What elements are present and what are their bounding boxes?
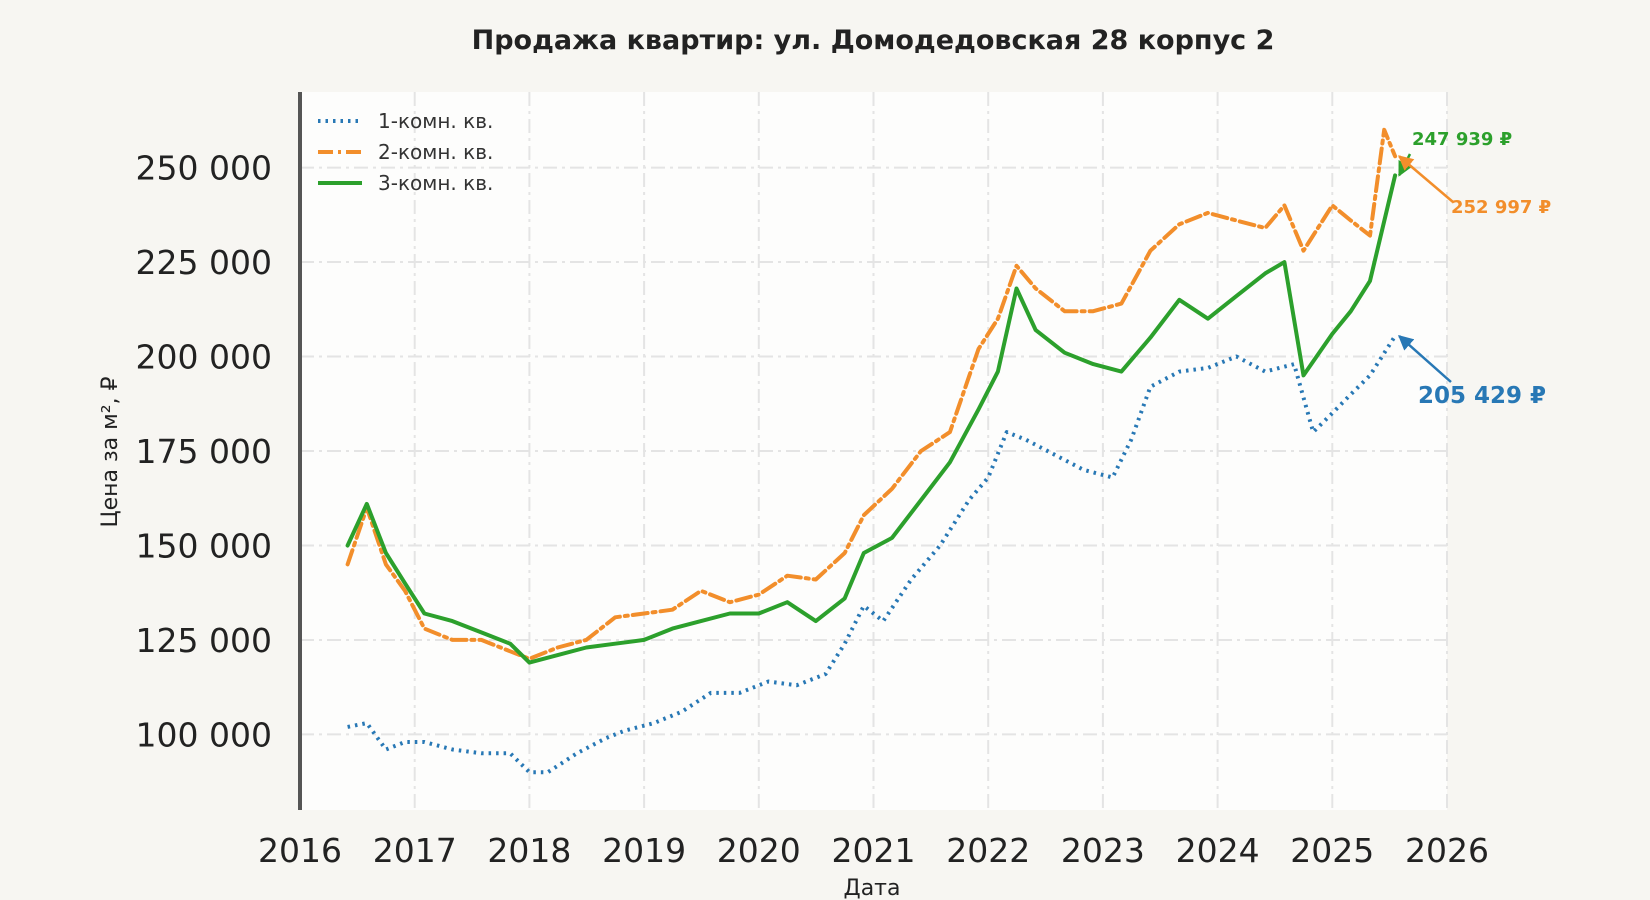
y-tick-label: 200 000 bbox=[136, 338, 272, 377]
x-tick-label: 2023 bbox=[1061, 831, 1145, 870]
x-tick-label: 2025 bbox=[1290, 831, 1374, 870]
x-tick-label: 2018 bbox=[487, 831, 571, 870]
annotation-label: 252 997 ₽ bbox=[1451, 197, 1551, 218]
legend-label: 1-комн. кв. bbox=[378, 109, 493, 133]
chart-title: Продажа квартир: ул. Домодедовская 28 ко… bbox=[472, 25, 1275, 56]
y-tick-label: 125 000 bbox=[136, 621, 272, 660]
series-line bbox=[345, 127, 1398, 661]
y-axis-label: Цена за м², ₽ bbox=[98, 376, 123, 527]
legend-label: 3-комн. кв. bbox=[378, 171, 493, 195]
x-tick-label: 2022 bbox=[946, 831, 1030, 870]
series-layer bbox=[345, 127, 1398, 775]
y-axis-ticks: 100 000 125 000 150 000 175 000 200 000 225 0… bbox=[136, 149, 272, 755]
annotation-arrow bbox=[1398, 335, 1452, 383]
y-tick-label: 250 000 bbox=[136, 149, 272, 188]
x-axis-label: Дата bbox=[844, 876, 901, 900]
y-tick-label: 150 000 bbox=[136, 526, 272, 565]
x-tick-label: 2019 bbox=[602, 831, 686, 870]
legend: 1-комн. кв. 2-комн. кв. 3-комн. кв. bbox=[318, 109, 493, 195]
x-tick-label: 2020 bbox=[717, 831, 801, 870]
y-tick-label: 175 000 bbox=[136, 432, 272, 471]
annotations: 247 939 ₽ 252 997 ₽ 205 429 ₽ bbox=[1398, 129, 1551, 409]
annotation-arrow bbox=[1398, 155, 1454, 203]
x-tick-label: 2017 bbox=[373, 831, 457, 870]
annotation-label: 205 429 ₽ bbox=[1418, 383, 1546, 409]
x-tick-label: 2024 bbox=[1176, 831, 1260, 870]
y-tick-label: 100 000 bbox=[136, 715, 272, 754]
annotation-label: 247 939 ₽ bbox=[1412, 129, 1512, 150]
series-line bbox=[347, 334, 1397, 775]
x-tick-label: 2026 bbox=[1405, 831, 1489, 870]
x-tick-label: 2016 bbox=[258, 831, 342, 870]
legend-label: 2-комн. кв. bbox=[378, 140, 493, 164]
series-line bbox=[345, 173, 1398, 665]
x-tick-label: 2021 bbox=[832, 831, 916, 870]
grid bbox=[299, 92, 1448, 810]
y-tick-label: 225 000 bbox=[136, 243, 272, 282]
x-axis-ticks: 2016 2017 2018 2019 2020 2021 2022 2023 2024 2025… bbox=[258, 831, 1489, 870]
